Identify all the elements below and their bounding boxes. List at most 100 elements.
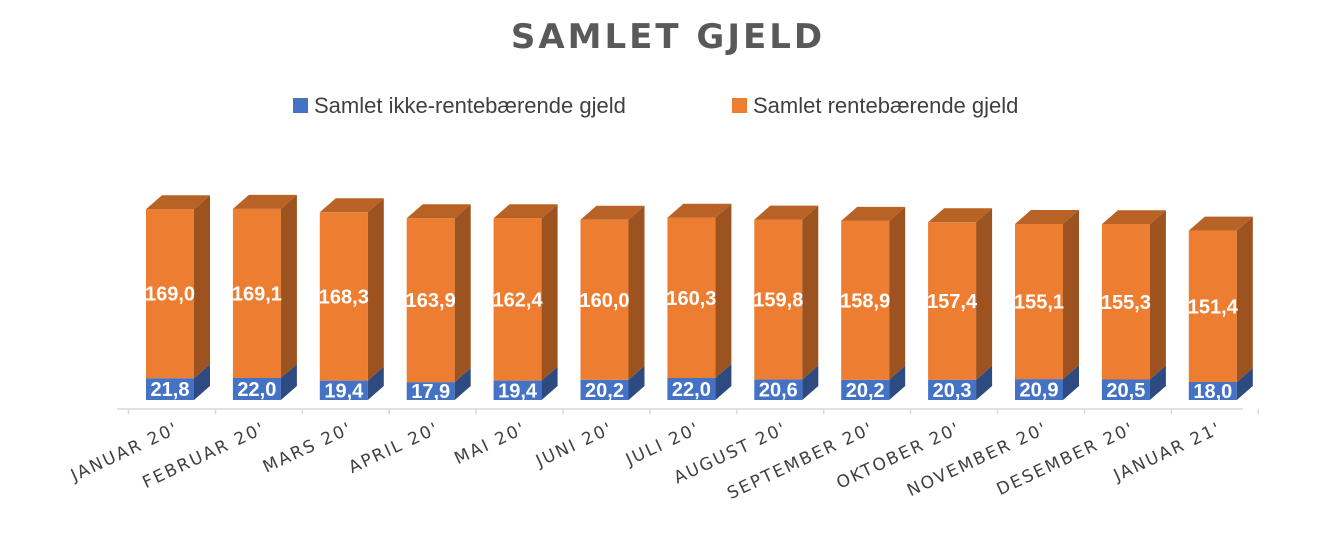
x-axis [117, 408, 1259, 414]
bar-rentebaerende-front [493, 218, 542, 381]
data-label-ikke-rentebaerende: 19,4 [498, 380, 538, 402]
bar-rentebaerende [1188, 216, 1253, 382]
bar-stack [754, 205, 819, 400]
data-label-rentebaerende: 157,4 [927, 291, 978, 313]
bar-stack [1101, 210, 1166, 400]
bar-ikke-rentebaerende-side [1149, 365, 1166, 400]
bar-rentebaerende [406, 204, 471, 383]
bar-stack [667, 203, 732, 400]
bar-ikke-rentebaerende-side [628, 365, 645, 400]
bar-rentebaerende-front [406, 218, 455, 383]
bar-rentebaerende-top [232, 194, 297, 209]
bar-ikke-rentebaerende-side [976, 365, 993, 400]
bar-rentebaerende-front [667, 217, 716, 378]
bar-ikke-rentebaerende [580, 365, 645, 400]
bar-stack [1188, 216, 1253, 400]
data-label-ikke-rentebaerende: 18,0 [1193, 381, 1232, 403]
chart-title: SAMLET GJELD [511, 17, 825, 57]
bar-ikke-rentebaerende-front [754, 379, 803, 400]
bar-stack [1015, 210, 1079, 400]
bar-ikke-rentebaerende-front [406, 382, 455, 400]
bar-ikke-rentebaerende-side [802, 365, 819, 400]
bar-rentebaerende-side [367, 198, 384, 381]
bar-rentebaerende-side [194, 195, 210, 379]
bar-ikke-rentebaerende-front [580, 379, 629, 400]
legend-label-ikke-rentebaerende: Samlet ikke-rentebærende gjeld [314, 93, 626, 118]
data-label-ikke-rentebaerende: 22,0 [237, 379, 276, 401]
bar-rentebaerende-top [1101, 210, 1166, 225]
legend-label-rentebaerende: Samlet rentebærende gjeld [753, 93, 1018, 118]
data-label-ikke-rentebaerende: 20,3 [933, 380, 972, 402]
x-tick-label: MAI 20' [451, 418, 529, 469]
bar-rentebaerende-side [802, 205, 819, 380]
bar-ikke-rentebaerende [232, 364, 297, 400]
x-tick-label: MARS 20' [260, 418, 356, 477]
x-tick-label: SEPTEMBER 20' [724, 418, 877, 504]
data-label-rentebaerende: 168,3 [319, 286, 369, 308]
bar-rentebaerende-side [889, 206, 906, 380]
bar-rentebaerende [146, 195, 210, 379]
bar-rentebaerende-front [841, 220, 890, 380]
data-label-rentebaerende: 169,0 [145, 284, 195, 306]
data-label-ikke-rentebaerende: 20,5 [1106, 380, 1145, 402]
bar-ikke-rentebaerende [841, 365, 906, 400]
bar-ikke-rentebaerende [493, 366, 558, 400]
data-label-rentebaerende: 158,9 [840, 290, 890, 312]
bar-rentebaerende-side [541, 204, 558, 381]
x-tick-label: JUNI 20' [532, 418, 616, 472]
legend: Samlet ikke-rentebærende gjeld Samlet re… [293, 93, 1018, 118]
x-tick-label: APRIL 20' [346, 418, 443, 477]
bar-rentebaerende [493, 204, 558, 381]
bar-rentebaerende-front [580, 219, 629, 380]
bar-ikke-rentebaerende-front [928, 379, 977, 400]
bar-ikke-rentebaerende [1101, 365, 1166, 400]
bar-ikke-rentebaerende-front [1015, 379, 1063, 400]
bar-ikke-rentebaerende-side [715, 364, 732, 400]
bar-rentebaerende [1101, 210, 1166, 380]
bar-ikke-rentebaerende [406, 368, 471, 400]
bar-rentebaerende-side [1236, 216, 1253, 382]
bar-rentebaerende-side [454, 204, 471, 383]
bar-rentebaerende-top [841, 206, 906, 221]
data-label-rentebaerende: 155,3 [1101, 292, 1151, 314]
data-label-rentebaerende: 155,1 [1014, 292, 1064, 314]
data-label-ikke-rentebaerende: 20,2 [585, 380, 624, 402]
data-label-rentebaerende: 159,8 [753, 290, 803, 312]
legend-swatch-ikke-rentebaerende [293, 98, 308, 113]
bar-rentebaerende-front [146, 209, 194, 379]
data-label-ikke-rentebaerende: 20,2 [846, 380, 885, 402]
bar-ikke-rentebaerende [928, 365, 993, 400]
data-label-rentebaerende: 162,4 [493, 289, 544, 311]
bar-stack [406, 204, 471, 400]
bar-ikke-rentebaerende-front [1188, 382, 1237, 400]
bar-rentebaerende-top [1015, 210, 1079, 224]
data-label-rentebaerende: 160,0 [579, 290, 629, 312]
bar-rentebaerende-side [976, 208, 993, 380]
bar-stack [319, 198, 384, 400]
bar-ikke-rentebaerende-side [454, 368, 471, 400]
bar-ikke-rentebaerende [1015, 365, 1079, 400]
bar-rentebaerende-top [493, 204, 558, 219]
bar-ikke-rentebaerende-side [367, 366, 384, 400]
bar-stack [146, 195, 210, 400]
bar-ikke-rentebaerende-front [493, 380, 542, 400]
bar-rentebaerende-front [754, 219, 803, 380]
bar-ikke-rentebaerende [319, 366, 384, 400]
x-tick-label: NOVEMBER 20' [904, 418, 1051, 501]
bar-rentebaerende-side [1149, 210, 1166, 380]
bar-rentebaerende [754, 205, 819, 380]
bar-ikke-rentebaerende-side [194, 364, 210, 400]
data-label-rentebaerende: 151,4 [1188, 296, 1239, 318]
bar-ikke-rentebaerende-side [541, 366, 558, 400]
bar-rentebaerende-top [406, 204, 471, 219]
bar-ikke-rentebaerende-side [280, 364, 297, 400]
bar-rentebaerende-top [667, 203, 732, 218]
bar-rentebaerende [928, 208, 993, 380]
bar-rentebaerende-front [1101, 224, 1150, 380]
x-tick-labels: JANUAR 20'FEBRUAR 20'MARS 20'APRIL 20' MA… [67, 418, 1225, 504]
bar-stack [928, 208, 993, 400]
bar-ikke-rentebaerende-front [146, 378, 194, 400]
legend-swatch-rentebaerende [732, 98, 747, 113]
bar-rentebaerende-front [928, 222, 977, 380]
